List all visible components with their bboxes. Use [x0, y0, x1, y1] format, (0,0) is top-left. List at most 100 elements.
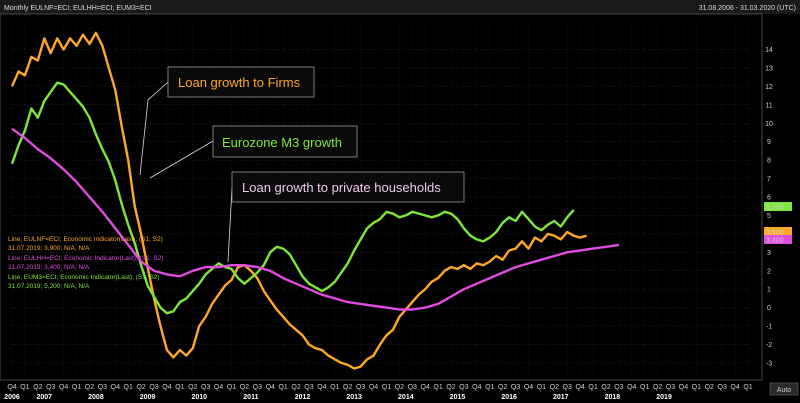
legend-firms-line1: Line; EULNF=ECI; Economic Indicator(Last… [8, 236, 163, 243]
y-tick-label: 1 [767, 287, 771, 294]
last-value-tag [764, 202, 792, 211]
x-tick-label: Q1 [382, 384, 391, 391]
x-tick-label: Q3 [408, 384, 417, 391]
x-tick-label: Q4 [421, 384, 430, 391]
x-tick-label: Q3 [511, 384, 520, 391]
series-line [10, 81, 575, 315]
year-label: 2019 [656, 394, 672, 401]
last-value-text: 5,200 [766, 204, 784, 211]
x-tick-label: Q3 [459, 384, 468, 391]
year-label: 2010 [191, 394, 207, 401]
x-tick-label: Q4 [111, 384, 120, 391]
x-tick-label: Q4 [730, 384, 739, 391]
year-label: 2007 [36, 394, 52, 401]
header-bar [0, 0, 800, 14]
last-value-text: 3,400 [766, 237, 784, 244]
x-axis: Q4 Q1 Q2 Q3 Q4 Q1 Q2 Q3 Q4 Q1 Q2 Q3 Q4 Q1 Q2 Q3 Q4 Q1 Q2 Q3… [4, 384, 753, 401]
x-tick-label: Q1 [692, 384, 701, 391]
year-label: 2011 [243, 394, 258, 401]
y-tick-label: -1 [766, 324, 772, 331]
chart-title: Monthly EULNF=ECI; EULHH=ECI; EUM3=ECI [4, 5, 152, 12]
x-tick-label: Q1 [537, 384, 546, 391]
x-tick-label: Q4 [162, 384, 171, 391]
x-tick-label: Q2 [188, 384, 197, 391]
date-range: 31.08.2006 - 31.03.2020 (UTC) [699, 5, 796, 12]
x-tick-label: Q2 [653, 384, 662, 391]
x-tick-label: Q3 [201, 384, 210, 391]
x-tick-label: Q1 [227, 384, 236, 391]
x-tick-label: Q1 [640, 384, 649, 391]
annotation-label: Loan growth to private households [242, 180, 441, 195]
year-label: 2017 [553, 394, 569, 401]
y-tick-label: 0 [767, 305, 771, 312]
year-label: 2016 [501, 394, 517, 401]
year-label: 2013 [346, 394, 362, 401]
x-tick-label: Q3 [718, 384, 727, 391]
x-tick-label: Q1 [588, 384, 597, 391]
annotation-box [231, 171, 465, 203]
auto-button-bg[interactable] [769, 382, 799, 396]
x-tick-label: Q2 [550, 384, 559, 391]
year-label: 2008 [88, 394, 104, 401]
year-label: 2015 [450, 394, 466, 401]
y-tick-label: 12 [765, 84, 773, 91]
x-tick-label: Q3 [614, 384, 623, 391]
x-tick-label: Q1 [330, 384, 339, 391]
firms-pointer [139, 81, 169, 176]
series-line [10, 31, 587, 370]
x-tick-label: Q3 [304, 384, 313, 391]
y-tick-label: 9 [767, 139, 771, 146]
legend-m3-line2: 31.07.2019; 5,200; N/A; N/A [8, 283, 90, 290]
legend-firms-line2: 31.07.2019; 3,900; N/A; N/A [8, 245, 90, 252]
x-tick-label: Q1 [278, 384, 287, 391]
annotation-box [167, 66, 315, 98]
year-label: 2006 [4, 394, 20, 401]
y-tick-label: -3 [766, 360, 772, 367]
x-tick-label: Q2 [343, 384, 352, 391]
x-tick-label: Q4 [317, 384, 326, 391]
data-series [10, 31, 620, 370]
x-tick-label: Q4 [59, 384, 68, 391]
annotation-label: Eurozone M3 growth [222, 135, 342, 150]
auto-button[interactable]: Auto [769, 382, 799, 396]
x-tick-label: Q1 [175, 384, 184, 391]
series-line [11, 127, 620, 311]
x-tick-label: Q4 [679, 384, 688, 391]
y-tick-label: 7 [767, 176, 771, 183]
y-tick-label: 3 [767, 250, 771, 257]
year-label: 2018 [605, 394, 621, 401]
annotation-firms: Loan growth to Firms [167, 66, 315, 98]
x-tick-label: Q4 [472, 384, 481, 391]
auto-button-label[interactable]: Auto [777, 387, 792, 394]
x-tick-label: Q4 [266, 384, 275, 391]
legend: Line; EULNF=ECI; Economic Indicator(Last… [8, 236, 164, 290]
legend-m3-line1: Line; EUM3=ECI; Economic Indicator(Last)… [8, 274, 160, 281]
households-pointer [227, 186, 233, 263]
legend-households-line2: 31.07.2019; 3,400; N/A; N/A [8, 264, 90, 271]
x-tick-label: Q2 [395, 384, 404, 391]
x-tick-label: Q2 [85, 384, 94, 391]
x-tick-label: Q4 [524, 384, 533, 391]
year-label: 2014 [398, 394, 414, 401]
x-tick-label: Q1 [485, 384, 494, 391]
x-tick-label: Q4 [7, 384, 16, 391]
annotation-m3: Eurozone M3 growth [212, 125, 358, 158]
y-tick-label: 14 [765, 47, 773, 54]
x-tick-label: Q1 [124, 384, 133, 391]
x-tick-label: Q3 [356, 384, 365, 391]
x-tick-label: Q2 [705, 384, 714, 391]
x-tick-label: Q3 [149, 384, 158, 391]
annotation-label: Loan growth to Firms [178, 75, 301, 90]
year-label: 2012 [295, 394, 311, 401]
annotation-box [212, 125, 358, 158]
x-tick-label: Q1 [433, 384, 442, 391]
x-tick-label: Q2 [498, 384, 507, 391]
m3-pointer [149, 140, 214, 179]
x-tick-label: Q4 [214, 384, 223, 391]
x-tick-label: Q2 [446, 384, 455, 391]
x-tick-label: Q2 [33, 384, 42, 391]
y-tick-label: 11 [765, 102, 772, 109]
x-tick-label: Q1 [72, 384, 81, 391]
